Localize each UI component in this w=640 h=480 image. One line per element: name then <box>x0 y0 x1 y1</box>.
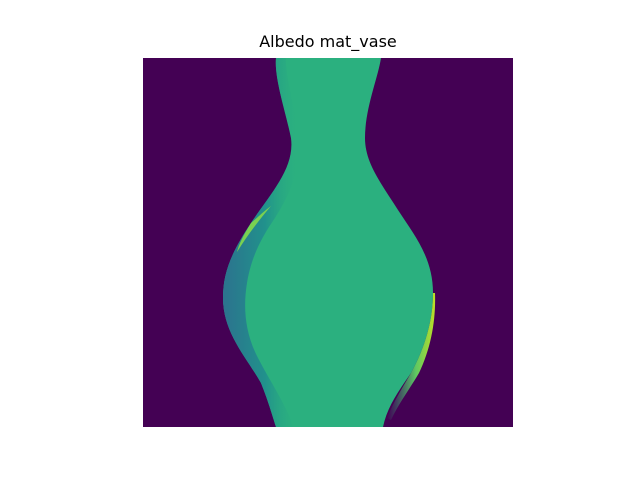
albedo-image <box>143 58 513 427</box>
chart-title: Albedo mat_vase <box>259 32 397 51</box>
right-highlight <box>387 293 436 420</box>
vase-body <box>223 58 433 427</box>
left-rim-shade <box>223 58 300 427</box>
